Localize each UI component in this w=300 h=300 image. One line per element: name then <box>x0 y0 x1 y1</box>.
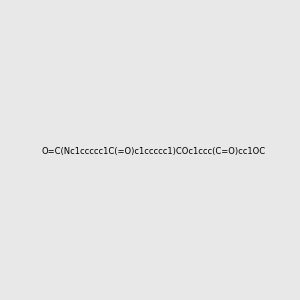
Text: O=C(Nc1ccccc1C(=O)c1ccccc1)COc1ccc(C=O)cc1OC: O=C(Nc1ccccc1C(=O)c1ccccc1)COc1ccc(C=O)c… <box>42 147 266 156</box>
